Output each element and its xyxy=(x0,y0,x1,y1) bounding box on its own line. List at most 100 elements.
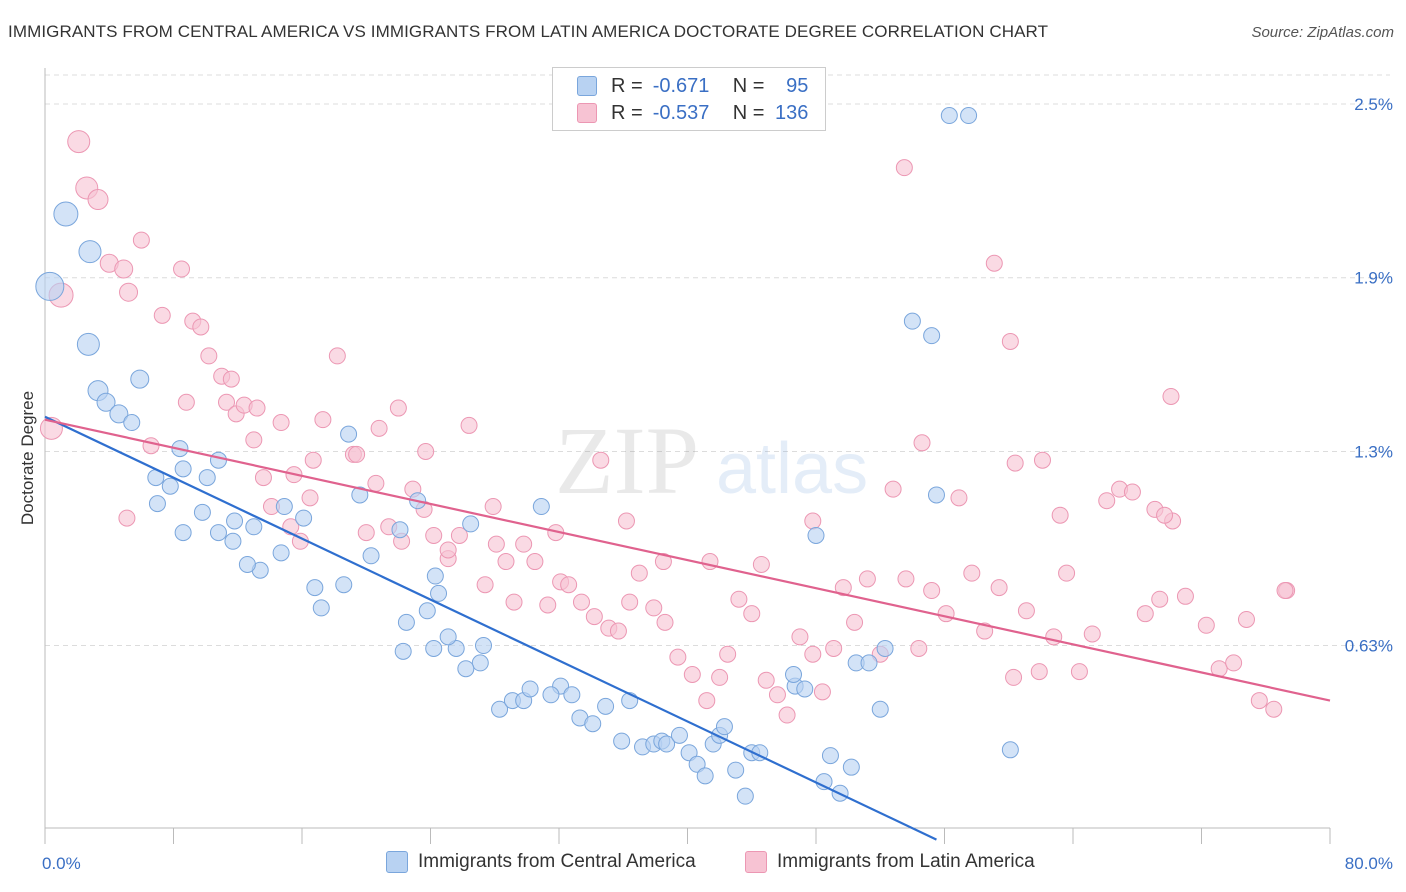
data-point-central-america xyxy=(521,680,539,698)
source-label: Source: ZipAtlas.com xyxy=(1251,24,1394,41)
data-point-latin-america xyxy=(87,189,109,211)
data-point-central-america xyxy=(78,240,102,264)
trend-line-central-america xyxy=(44,415,937,841)
data-point-central-america xyxy=(96,392,116,412)
data-point-latin-america xyxy=(1136,605,1154,623)
data-point-latin-america xyxy=(245,431,263,449)
chart-title: IMMIGRANTS FROM CENTRAL AMERICA VS IMMIG… xyxy=(8,22,1049,41)
data-point-latin-america xyxy=(142,437,160,455)
data-point-latin-america xyxy=(1225,654,1243,672)
data-point-latin-america xyxy=(711,668,729,686)
data-point-central-america xyxy=(426,567,444,585)
data-point-central-america xyxy=(903,312,921,330)
data-point-latin-america xyxy=(621,593,639,611)
legend-row-latin-america: R = -0.537 N = 136 xyxy=(577,100,808,126)
data-point-latin-america xyxy=(301,489,319,507)
bottom-legend-swatch-pink xyxy=(745,851,767,873)
data-point-latin-america xyxy=(895,159,913,177)
data-point-central-america xyxy=(123,414,141,432)
data-point-latin-america xyxy=(937,605,955,623)
data-point-central-america xyxy=(224,532,242,550)
data-point-latin-america xyxy=(669,648,687,666)
data-point-central-america xyxy=(391,521,409,539)
data-point-latin-america xyxy=(572,593,590,611)
data-point-latin-america xyxy=(645,599,663,617)
legend-n-value: 95 xyxy=(786,74,809,97)
data-point-central-america xyxy=(425,639,443,657)
tick-labels: 2.5% 1.9% 1.3% 0.63% 0.0% 80.0% xyxy=(42,95,1393,873)
data-point-central-america xyxy=(542,686,560,704)
legend-r-label: R = xyxy=(611,101,643,124)
data-point-latin-america xyxy=(985,254,1003,272)
data-point-central-america xyxy=(696,767,714,785)
data-point-central-america xyxy=(471,654,489,672)
data-point-central-america xyxy=(198,469,216,487)
data-point-latin-america xyxy=(1030,663,1048,681)
legend-r-label: R = xyxy=(611,74,643,97)
y-tick-label: 0.63% xyxy=(1345,637,1393,656)
data-point-latin-america xyxy=(1005,668,1023,686)
data-point-central-america xyxy=(960,107,978,125)
series-latin-america-points xyxy=(39,130,1296,724)
data-point-latin-america xyxy=(248,399,266,417)
data-point-central-america xyxy=(130,369,150,389)
data-point-latin-america xyxy=(683,666,701,684)
data-point-central-america xyxy=(397,613,415,631)
data-point-latin-america xyxy=(950,489,968,507)
data-point-latin-america xyxy=(884,480,902,498)
legend-n-label: N = xyxy=(732,101,765,124)
trend-lines xyxy=(44,415,1331,841)
data-point-latin-america xyxy=(460,416,478,434)
data-point-latin-america xyxy=(526,553,544,571)
data-point-latin-america xyxy=(1162,387,1180,405)
bottom-legend-central-america: Immigrants from Central America xyxy=(386,851,696,873)
data-point-latin-america xyxy=(990,579,1008,597)
data-point-latin-america xyxy=(910,639,928,657)
data-point-central-america xyxy=(53,201,79,227)
data-point-central-america xyxy=(351,486,369,504)
data-point-latin-america xyxy=(585,608,603,626)
data-point-latin-america xyxy=(1156,506,1174,524)
data-point-central-america xyxy=(584,715,602,733)
data-point-latin-america xyxy=(897,570,915,588)
legend-swatch-pink xyxy=(577,103,597,123)
data-point-central-america xyxy=(871,700,889,718)
data-point-central-america xyxy=(658,735,676,753)
data-point-central-america xyxy=(727,761,745,779)
data-point-latin-america xyxy=(119,282,139,302)
data-point-latin-america xyxy=(417,443,435,460)
data-point-central-america xyxy=(295,509,313,527)
correlation-legend: R = -0.671 N = 95 R = -0.537 N = 136 xyxy=(552,67,826,131)
watermark: ZIP atlas xyxy=(555,407,868,514)
trend-line-latin-america xyxy=(44,418,1331,702)
data-point-central-america xyxy=(109,404,129,424)
data-point-latin-america xyxy=(425,526,443,544)
data-point-latin-america xyxy=(67,130,91,154)
data-point-central-america xyxy=(1001,741,1019,759)
data-point-latin-america xyxy=(348,445,366,463)
data-point-central-america xyxy=(940,107,958,125)
data-point-latin-america xyxy=(804,512,822,530)
data-point-central-america xyxy=(785,666,803,684)
data-point-central-america xyxy=(613,732,631,750)
data-point-central-america xyxy=(335,576,353,594)
data-point-latin-america xyxy=(858,570,876,588)
data-point-central-america xyxy=(193,503,211,521)
data-point-central-america xyxy=(439,628,457,646)
data-point-latin-america xyxy=(450,526,468,544)
legend-n-value: 136 xyxy=(775,101,809,124)
data-point-central-america xyxy=(491,700,509,718)
data-point-latin-america xyxy=(1058,564,1076,582)
data-point-central-america xyxy=(275,498,293,516)
data-point-latin-america xyxy=(743,605,761,623)
data-point-central-america xyxy=(736,787,754,805)
data-point-central-america xyxy=(340,425,358,443)
data-point-latin-america xyxy=(357,524,375,542)
data-point-latin-america xyxy=(813,683,831,701)
bottom-legend-label: Immigrants from Central America xyxy=(418,851,696,872)
y-tick-label: 2.5% xyxy=(1354,95,1393,114)
data-point-latin-america xyxy=(791,628,809,646)
data-point-central-america xyxy=(35,271,65,301)
data-point-latin-america xyxy=(1276,582,1294,600)
data-point-latin-america xyxy=(1176,587,1194,605)
